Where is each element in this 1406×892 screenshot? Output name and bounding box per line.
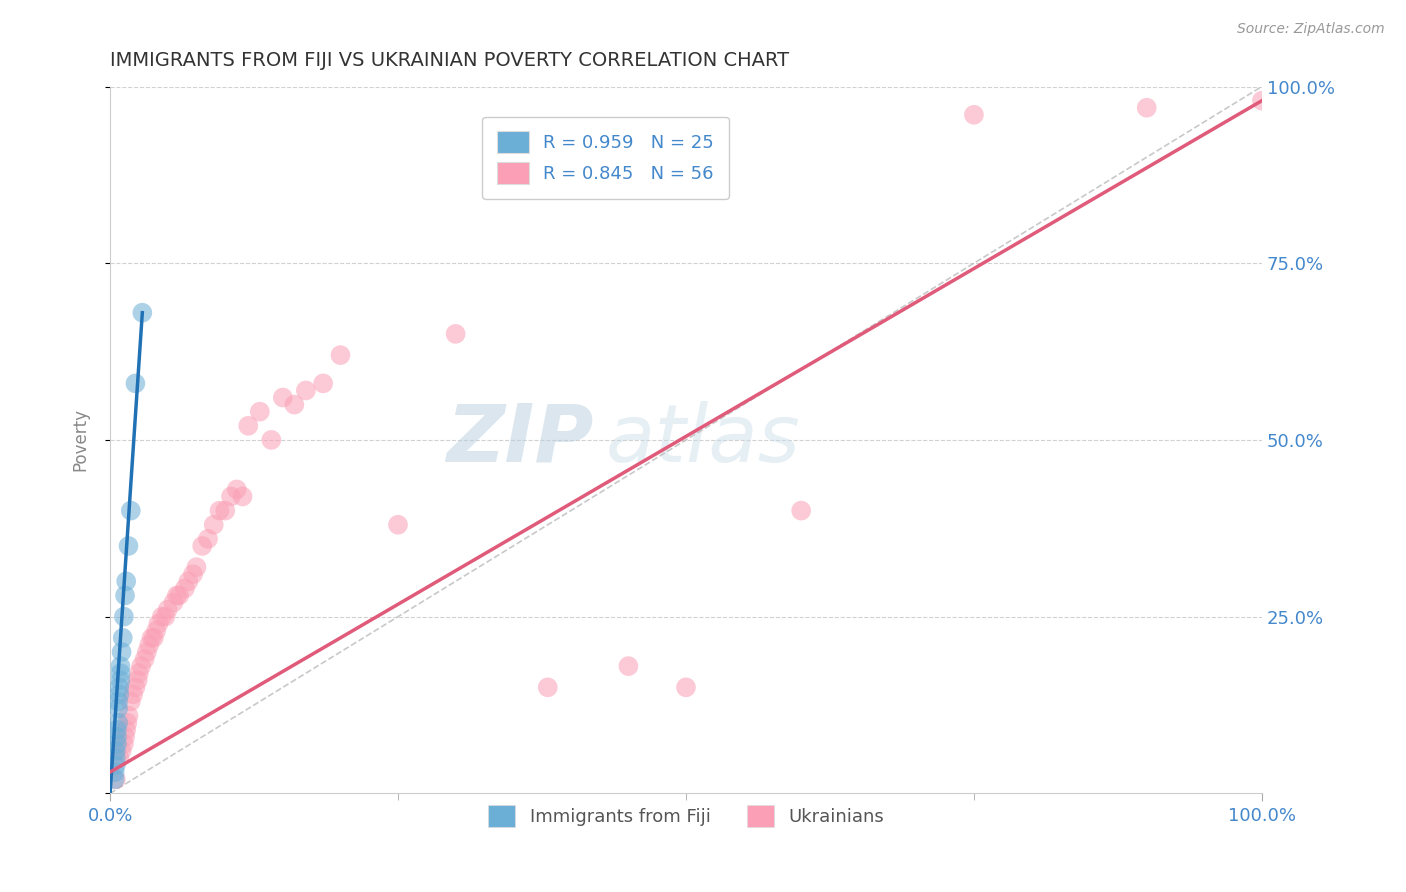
Point [120, 694, 142, 708]
Point [128, 666, 150, 681]
Point [219, 490, 242, 504]
Text: ZIP: ZIP [447, 401, 593, 479]
Point [115, 723, 138, 737]
Point [208, 503, 231, 517]
Point [312, 376, 335, 391]
Text: IMMIGRANTS FROM FIJI VS UKRAINIAN POVERTY CORRELATION CHART: IMMIGRANTS FROM FIJI VS UKRAINIAN POVERT… [110, 51, 789, 70]
Point [329, 348, 352, 362]
Point [105, 737, 128, 751]
Point [110, 645, 132, 659]
Point [142, 631, 165, 645]
Point [141, 631, 163, 645]
Point [150, 609, 173, 624]
Point [111, 631, 134, 645]
Point [124, 376, 146, 391]
Point [122, 687, 145, 701]
Text: atlas: atlas [606, 401, 800, 479]
Point [110, 744, 132, 758]
Point [134, 652, 156, 666]
Point [131, 306, 153, 320]
Point [105, 723, 128, 737]
Point [129, 659, 152, 673]
Point [112, 609, 135, 624]
Point [138, 638, 160, 652]
Point [110, 673, 132, 688]
Point [617, 659, 640, 673]
Point [120, 503, 142, 517]
Legend: Immigrants from Fiji, Ukrainians: Immigrants from Fiji, Ukrainians [481, 797, 891, 834]
Point [537, 681, 560, 695]
Point [104, 772, 127, 787]
Point [162, 595, 184, 609]
Point [104, 751, 127, 765]
Point [174, 582, 197, 596]
Point [231, 490, 253, 504]
Point [1136, 101, 1159, 115]
Point [214, 503, 236, 517]
Point [112, 737, 135, 751]
Point [238, 418, 260, 433]
Point [104, 758, 127, 772]
Point [117, 539, 139, 553]
Point [104, 765, 127, 780]
Point [107, 694, 129, 708]
Point [110, 666, 132, 681]
Point [156, 602, 179, 616]
Point [114, 730, 136, 744]
Point [107, 701, 129, 715]
Point [186, 560, 208, 574]
Point [1251, 94, 1274, 108]
Point [790, 503, 813, 517]
Point [114, 589, 136, 603]
Point [148, 616, 170, 631]
Point [117, 715, 139, 730]
Point [675, 681, 697, 695]
Point [444, 326, 467, 341]
Point [115, 574, 138, 589]
Point [145, 624, 167, 638]
Point [167, 589, 190, 603]
Point [110, 659, 132, 673]
Point [127, 673, 149, 688]
Point [155, 609, 177, 624]
Point [963, 108, 986, 122]
Point [181, 567, 204, 582]
Point [108, 681, 131, 695]
Point [387, 517, 409, 532]
Point [271, 391, 294, 405]
Point [177, 574, 200, 589]
Point [117, 708, 139, 723]
Point [108, 751, 131, 765]
Point [104, 772, 127, 787]
Text: Source: ZipAtlas.com: Source: ZipAtlas.com [1237, 22, 1385, 37]
Point [191, 539, 214, 553]
Point [295, 384, 318, 398]
Point [104, 744, 127, 758]
Point [136, 645, 159, 659]
Point [197, 532, 219, 546]
Point [225, 483, 247, 497]
Point [202, 517, 225, 532]
Point [108, 687, 131, 701]
Point [124, 681, 146, 695]
Point [105, 730, 128, 744]
Point [260, 433, 283, 447]
Point [107, 715, 129, 730]
Y-axis label: Poverty: Poverty [72, 409, 89, 472]
Point [249, 404, 271, 418]
Point [166, 589, 188, 603]
Point [283, 398, 305, 412]
